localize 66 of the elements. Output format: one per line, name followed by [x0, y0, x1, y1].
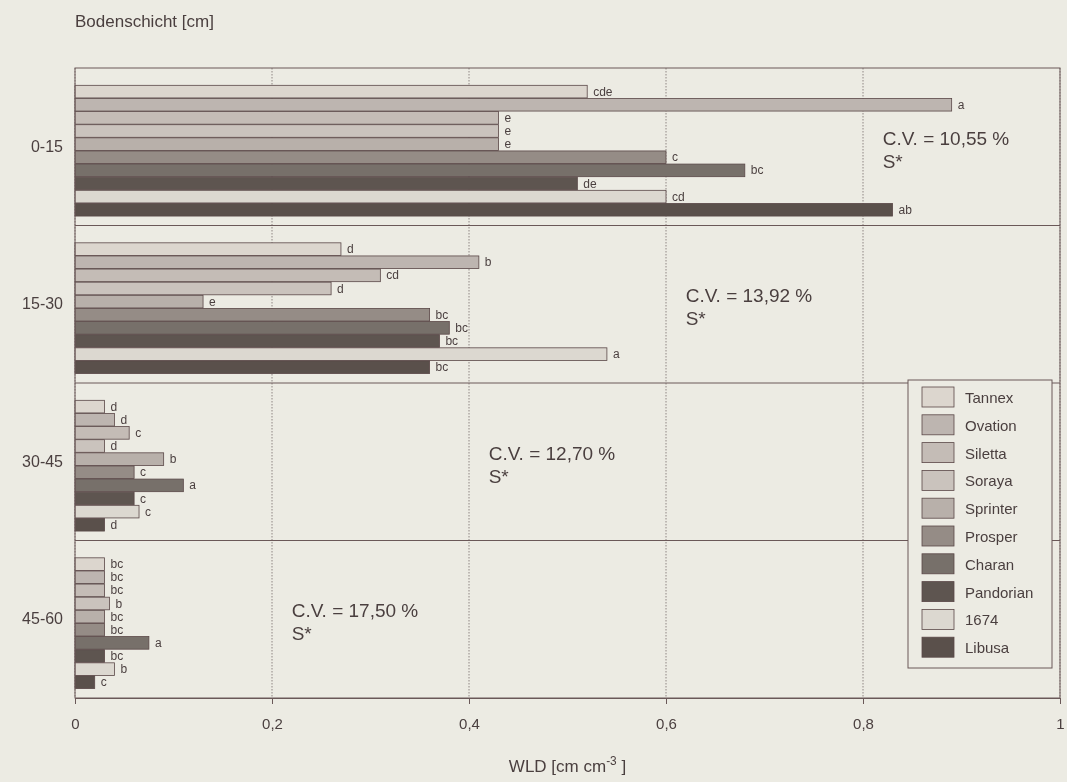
data-label: de [583, 176, 598, 191]
data-label: d [110, 439, 118, 453]
annotation: C.V. = 10,55 % S* [882, 127, 1010, 172]
data-label: cde [593, 84, 613, 99]
x-tick-label: 0,6 [656, 714, 677, 732]
data-label: bc [445, 334, 459, 348]
data-label: a [154, 635, 162, 650]
legend-label: Siletta [965, 444, 1008, 462]
data-label: e [504, 137, 512, 152]
data-label: ab [898, 202, 913, 217]
x-tick-label: 0 [71, 714, 80, 732]
x-tick-label: 0,4 [459, 714, 480, 732]
data-label: c [140, 491, 147, 506]
x-tick-label: 0,8 [853, 714, 874, 732]
legend-label: Soraya [965, 471, 1014, 489]
x-axis-title: WLD [cm cm$^{-3}$ ] [508, 754, 627, 776]
y-tick-label: 30-45 [22, 452, 64, 470]
data-label: b [120, 662, 128, 677]
data-label: d [110, 517, 118, 532]
legend-label: Charan [965, 555, 1015, 573]
data-label: bc [110, 570, 124, 585]
data-label: bc [435, 360, 449, 375]
data-label: b [169, 452, 177, 467]
legend-label: Ovation [965, 416, 1017, 434]
data-label: bc [750, 163, 764, 178]
x-tick-label: 0,2 [262, 714, 283, 732]
legend-label: Libusa [965, 638, 1010, 656]
data-label: b [484, 255, 492, 270]
data-label: a [189, 478, 197, 493]
data-label: d [120, 412, 128, 427]
data-label: bc [110, 622, 124, 637]
data-label: c [140, 465, 147, 480]
annotation: C.V. = 12,70 % S* [488, 442, 616, 487]
legend-label: 1674 [965, 610, 999, 628]
data-label: cd [672, 189, 685, 204]
data-label: cd [386, 268, 400, 283]
data-label: e [504, 110, 512, 125]
data-label: bc [110, 583, 124, 598]
x-tick-label: 1 [1056, 714, 1065, 732]
legend-label: Tannex [965, 388, 1014, 406]
y-tick-label: 15-30 [22, 295, 64, 313]
data-label: a [612, 347, 620, 362]
data-label: d [337, 281, 344, 296]
data-label: bc [455, 320, 468, 335]
data-label: b [115, 596, 123, 611]
legend-label: Sprinter [965, 499, 1018, 517]
data-label: bc [435, 307, 449, 322]
data-label: bc [110, 557, 124, 572]
data-label: c [135, 425, 142, 440]
data-label: d [346, 242, 354, 257]
data-label: e [504, 124, 512, 138]
data-label: d [110, 399, 118, 414]
legend-label: Pandorian [965, 583, 1034, 601]
y-tick-label: 0-15 [30, 137, 64, 155]
data-label: bc [110, 609, 124, 624]
data-label: bc [110, 649, 124, 663]
data-label: c [100, 675, 107, 690]
data-label: c [145, 504, 152, 519]
y-axis-title: Bodenschicht [cm] [75, 12, 214, 31]
legend-label: Prosper [965, 527, 1018, 545]
y-tick-label: 45-60 [22, 610, 64, 628]
data-label: a [957, 97, 965, 112]
annotation: C.V. = 13,92 % S* [685, 285, 813, 330]
data-label: e [209, 294, 217, 309]
data-label: c [672, 150, 678, 165]
annotation: C.V. = 17,50 % S* [291, 600, 419, 645]
